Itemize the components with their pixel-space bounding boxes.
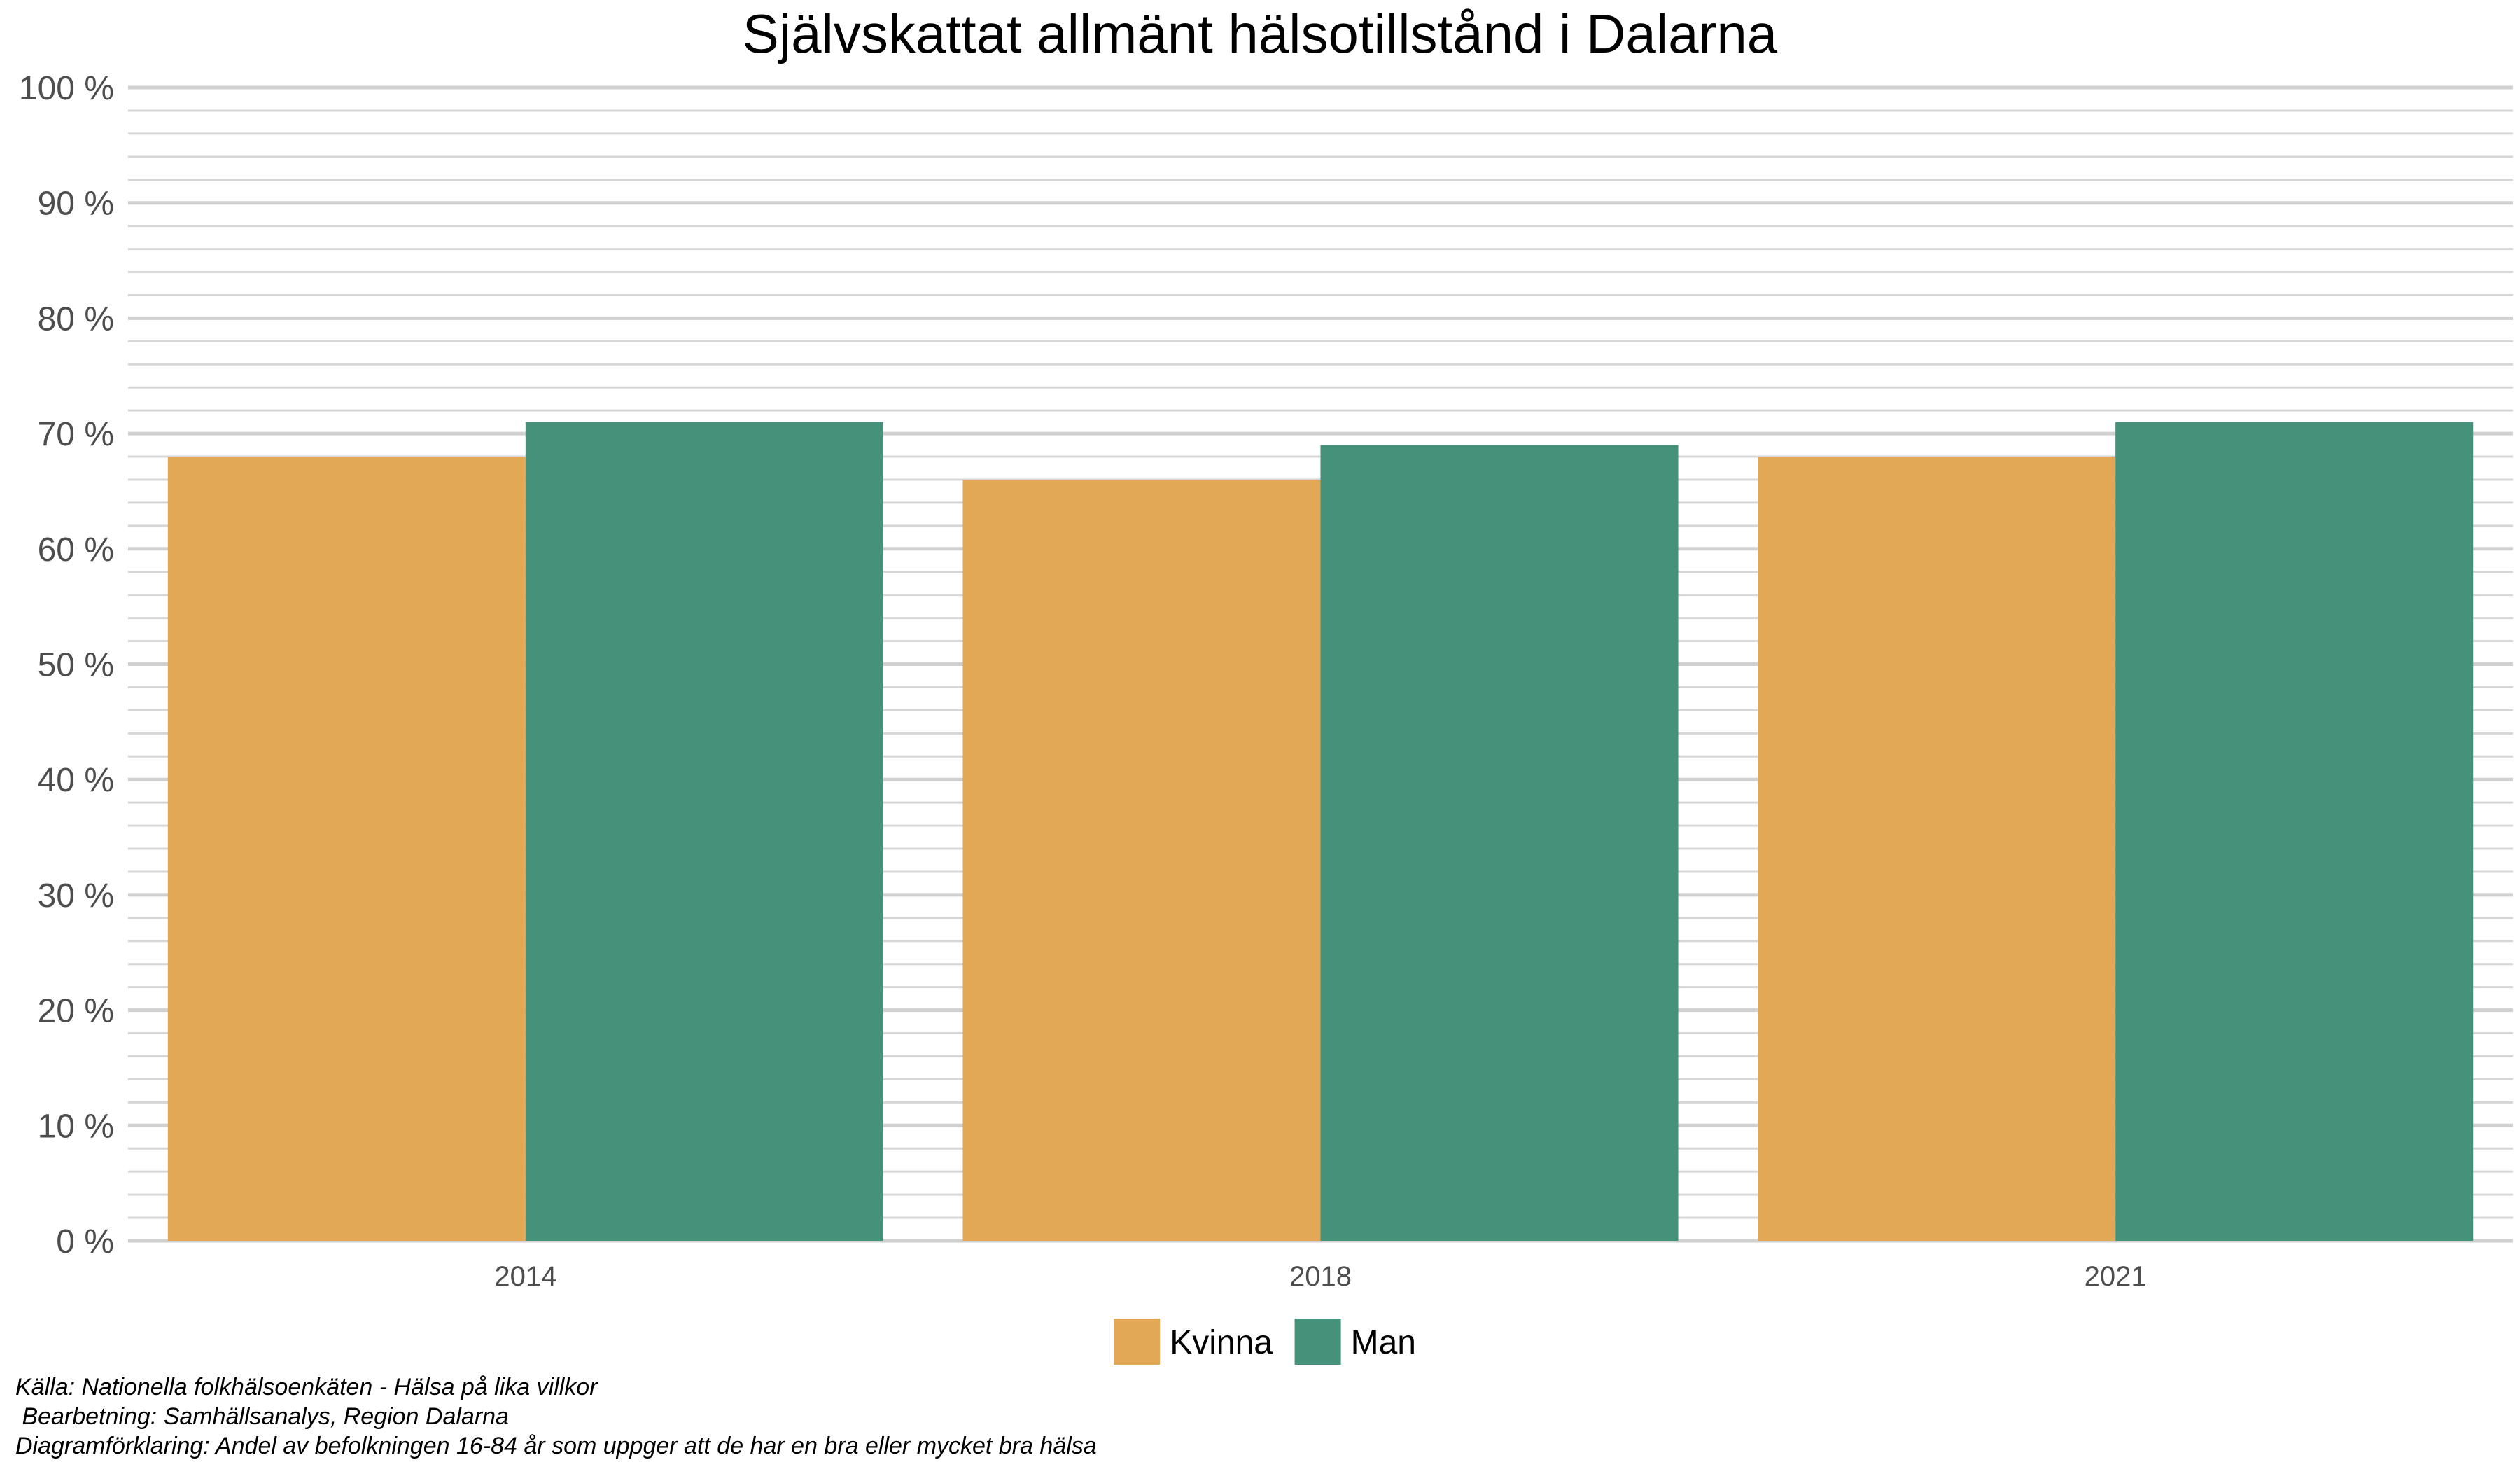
y-tick-label: 100 % xyxy=(19,70,114,107)
chart-title: Självskattat allmänt hälsotillstånd i Da… xyxy=(743,3,1778,64)
y-tick-label: 60 % xyxy=(38,531,114,569)
x-axis: 2014 2018 2021 xyxy=(494,1261,2146,1292)
bar-kvinna-2014 xyxy=(167,457,526,1241)
y-tick-label: 20 % xyxy=(38,993,114,1030)
legend-swatch-kvinna xyxy=(1114,1319,1161,1365)
legend-label-kvinna: Kvinna xyxy=(1170,1324,1273,1361)
x-tick-label: 2018 xyxy=(1289,1261,1352,1292)
bar-man-2014 xyxy=(525,422,883,1241)
source-note: Källa: Nationella folkhälsoenkäten - Häl… xyxy=(15,1374,598,1400)
y-tick-label: 30 % xyxy=(38,877,114,915)
bars xyxy=(167,422,2474,1241)
y-tick-label: 80 % xyxy=(38,300,114,338)
y-axis: 0 % 10 % 20 % 30 % 40 % 50 % 60 % 70 % 80 % 90 % 1… xyxy=(19,70,114,1260)
legend-label-man: Man xyxy=(1351,1324,1416,1361)
y-tick-label: 10 % xyxy=(38,1108,114,1145)
y-tick-label: 50 % xyxy=(38,647,114,684)
bar-man-2021 xyxy=(2115,422,2474,1241)
y-tick-label: 40 % xyxy=(38,762,114,799)
y-tick-label: 90 % xyxy=(38,186,114,223)
bar-kvinna-2021 xyxy=(1758,457,2116,1241)
y-tick-label: 0 % xyxy=(56,1223,114,1260)
y-tick-label: 70 % xyxy=(38,416,114,453)
explanation-note: Diagramförklaring: Andel av befolkningen… xyxy=(15,1433,1097,1459)
x-tick-label: 2021 xyxy=(2085,1261,2147,1292)
legend: Kvinna Man xyxy=(1114,1319,1416,1365)
bar-kvinna-2018 xyxy=(962,479,1321,1241)
processing-note: Bearbetning: Samhällsanalys, Region Dala… xyxy=(15,1403,509,1430)
bar-man-2018 xyxy=(1320,445,1679,1241)
chart-notes: Källa: Nationella folkhälsoenkäten - Häl… xyxy=(15,1372,1097,1461)
x-tick-label: 2014 xyxy=(494,1261,556,1292)
legend-swatch-man xyxy=(1294,1319,1341,1365)
